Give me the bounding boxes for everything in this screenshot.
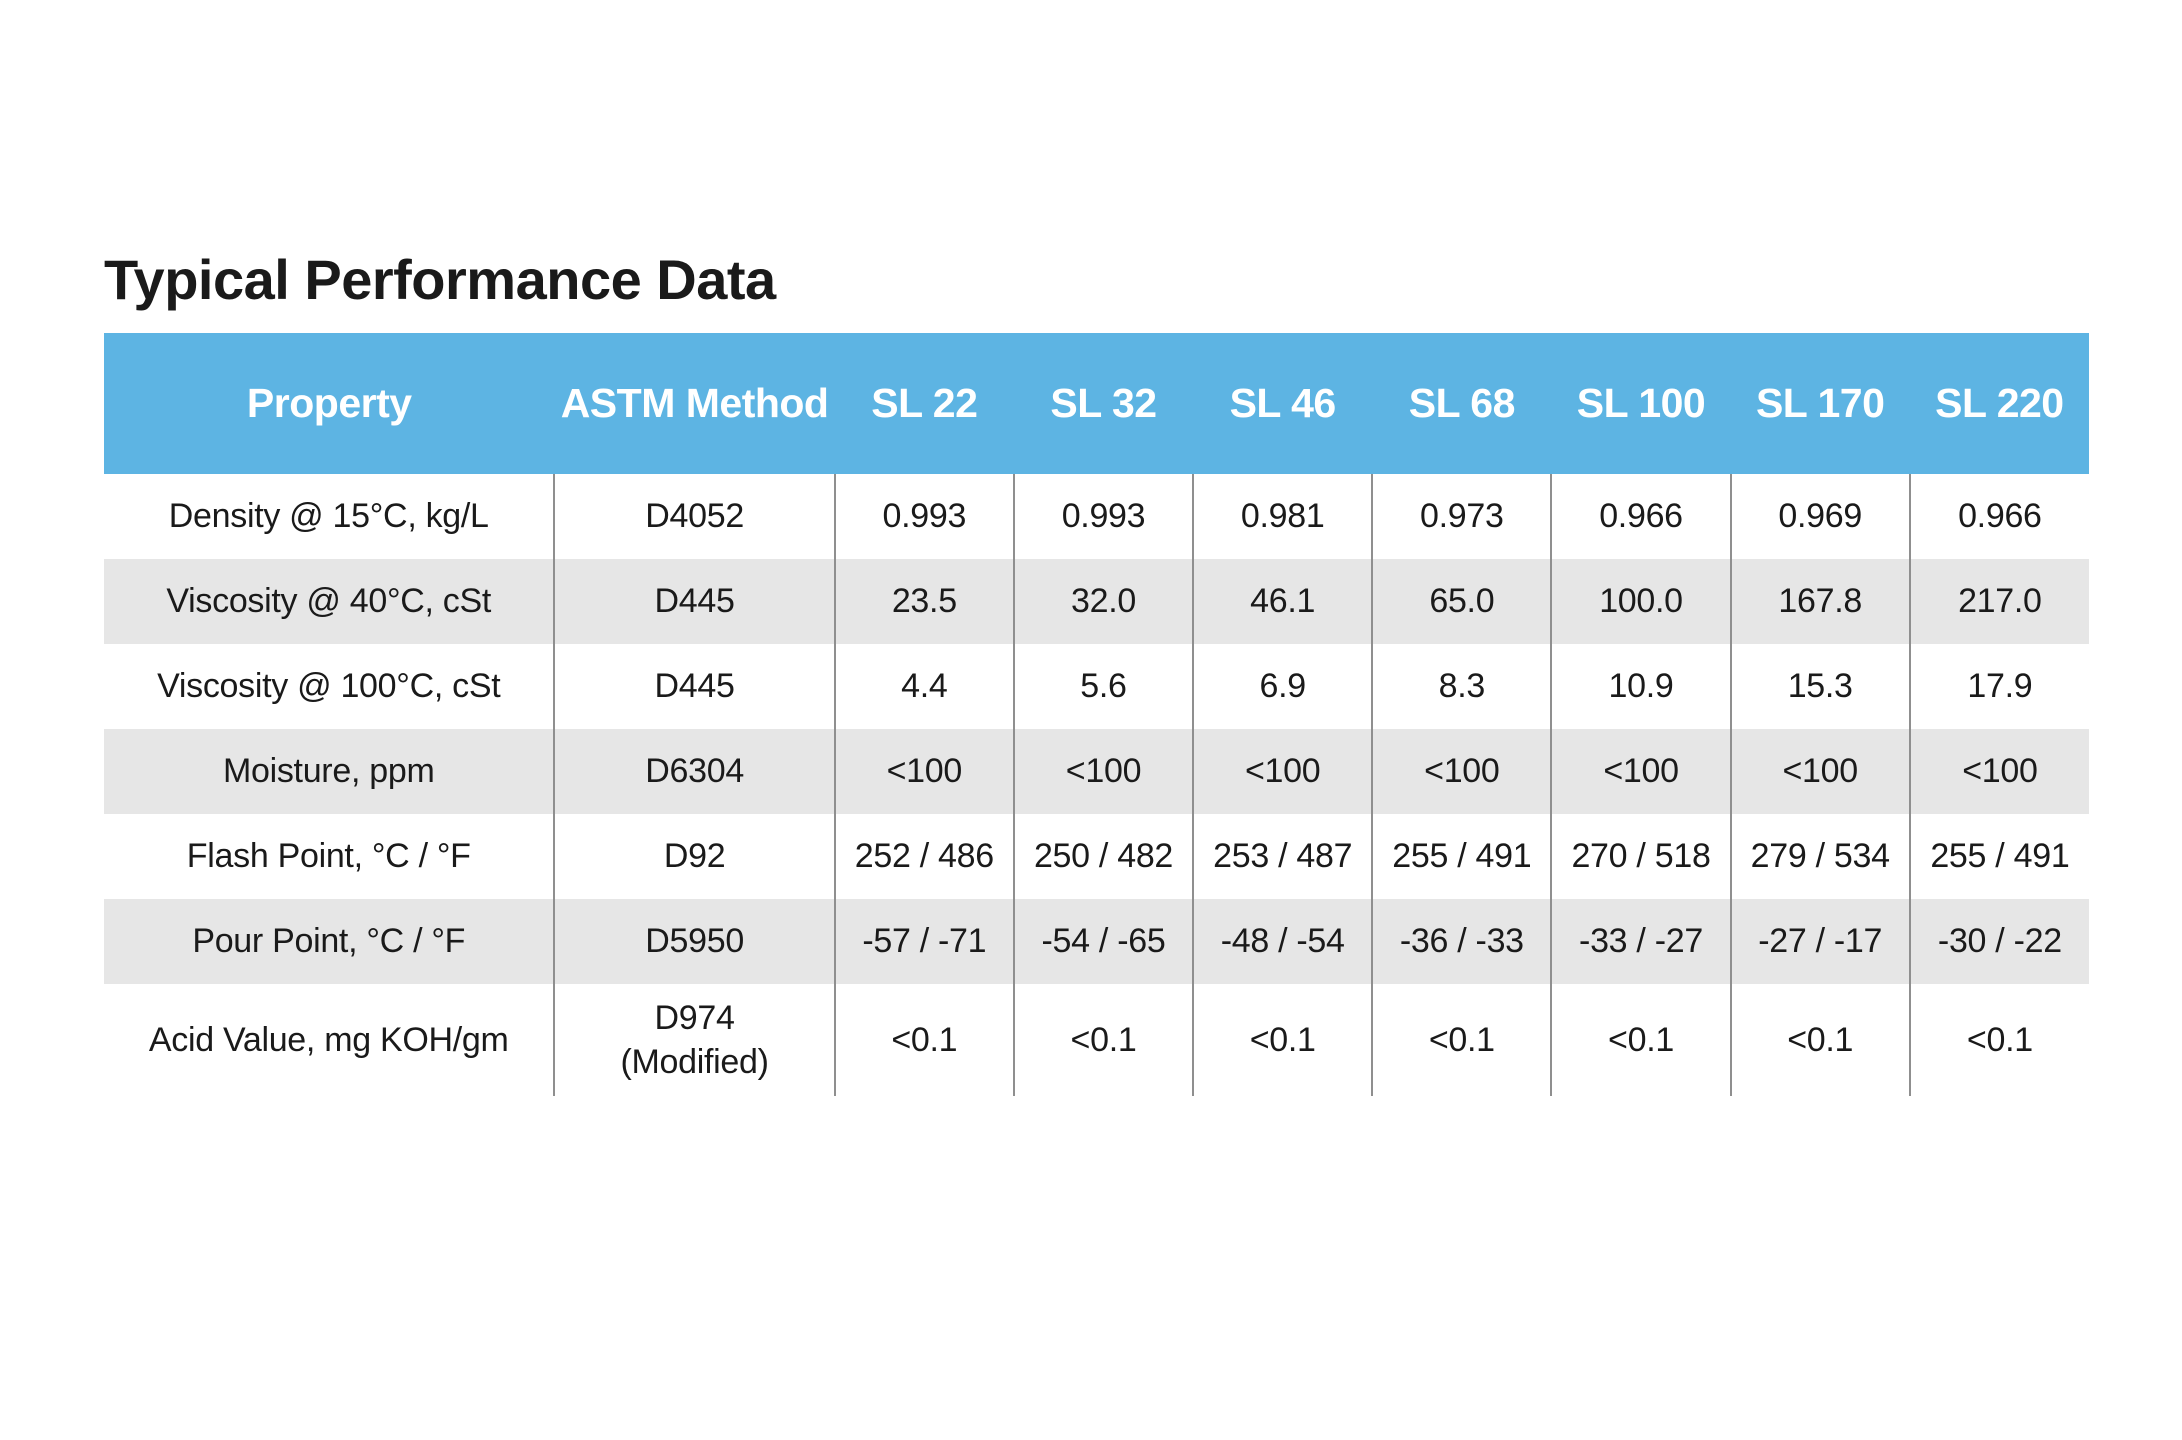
value-cell: 15.3 [1729, 644, 1910, 729]
value-cell: 0.981 [1192, 474, 1373, 559]
value-cell: 253 / 487 [1192, 814, 1373, 899]
property-cell: Moisture, ppm [104, 729, 555, 814]
value-cell: 65.0 [1371, 559, 1552, 644]
value-cell: 46.1 [1192, 559, 1373, 644]
header-sl-22: SL 22 [834, 333, 1014, 474]
value-cell: <100 [1908, 729, 2089, 814]
value-cell: 100.0 [1550, 559, 1731, 644]
method-cell: D6304 [553, 729, 835, 814]
table-row: Viscosity @ 100°C, cSt D445 4.4 5.6 6.9 … [104, 644, 2089, 729]
value-cell: <0.1 [1729, 984, 1910, 1096]
value-cell: <100 [1192, 729, 1373, 814]
value-cell: 0.966 [1908, 474, 2089, 559]
value-cell: -57 / -71 [833, 899, 1014, 984]
property-cell: Viscosity @ 100°C, cSt [157, 667, 501, 705]
value-cell: <0.1 [833, 984, 1014, 1096]
value-cell: -36 / -33 [1371, 899, 1552, 984]
header-astm-method: ASTM Method [554, 333, 835, 474]
method-cell: D4052 [553, 474, 835, 559]
value-cell: 167.8 [1729, 559, 1910, 644]
table-row: Moisture, ppm D6304 <100 <100 <100 <100 … [104, 729, 2089, 814]
value-cell: 0.969 [1729, 474, 1910, 559]
method-line: D974 [654, 999, 735, 1037]
table-row: Flash Point, °C / °F D92 252 / 486 250 /… [104, 814, 2089, 899]
value-cell: <0.1 [1192, 984, 1373, 1096]
value-cell: -33 / -27 [1550, 899, 1731, 984]
value-cell: 5.6 [1012, 644, 1194, 729]
header-sl-46: SL 46 [1193, 333, 1373, 474]
value-cell: <0.1 [1908, 984, 2089, 1096]
table-row: Density @ 15°C, kg/L D4052 0.993 0.993 0… [104, 474, 2089, 559]
performance-data-table: Property ASTM Method SL 22 SL 32 SL 46 S… [104, 333, 2089, 1096]
page-title: Typical Performance Data [104, 248, 776, 311]
value-cell: <100 [833, 729, 1014, 814]
method-line: (Modified) [620, 1043, 769, 1081]
method-cell: D92 [553, 814, 835, 899]
value-cell: 270 / 518 [1550, 814, 1731, 899]
value-cell: 252 / 486 [833, 814, 1014, 899]
header-sl-68: SL 68 [1372, 333, 1552, 474]
value-cell: 0.966 [1550, 474, 1731, 559]
value-cell: 23.5 [833, 559, 1014, 644]
value-cell: 250 / 482 [1012, 814, 1194, 899]
header-sl-170: SL 170 [1730, 333, 1910, 474]
header-sl-32: SL 32 [1013, 333, 1194, 474]
property-cell: Acid Value, mg KOH/gm [148, 1021, 509, 1059]
value-cell: 217.0 [1908, 559, 2089, 644]
method-cell: D445 [553, 644, 835, 729]
table-row: Viscosity @ 40°C, cSt D445 23.5 32.0 46.… [104, 559, 2089, 644]
value-cell: <100 [1550, 729, 1731, 814]
table-row: Pour Point, °C / °F D5950 -57 / -71 -54 … [104, 899, 2089, 984]
value-cell: -30 / -22 [1908, 899, 2089, 984]
value-cell: <100 [1012, 729, 1194, 814]
value-cell: 0.993 [1012, 474, 1194, 559]
property-cell: Density @ 15°C, kg/L [168, 497, 489, 535]
value-cell: 4.4 [833, 644, 1014, 729]
value-cell: 0.973 [1371, 474, 1552, 559]
value-cell: 255 / 491 [1371, 814, 1552, 899]
header-sl-220: SL 220 [1909, 333, 2089, 474]
property-cell: Pour Point, °C / °F [104, 899, 555, 984]
value-cell: 8.3 [1371, 644, 1552, 729]
value-cell: <0.1 [1550, 984, 1731, 1096]
value-cell: 0.993 [833, 474, 1014, 559]
value-cell: 10.9 [1550, 644, 1731, 729]
value-cell: -27 / -17 [1729, 899, 1910, 984]
value-cell: <0.1 [1012, 984, 1194, 1096]
value-cell: 17.9 [1908, 644, 2089, 729]
property-cell: Viscosity @ 40°C, cSt [104, 559, 555, 644]
value-cell: <0.1 [1371, 984, 1552, 1096]
value-cell: 255 / 491 [1908, 814, 2089, 899]
value-cell: 6.9 [1192, 644, 1373, 729]
value-cell: 279 / 534 [1729, 814, 1910, 899]
method-cell: D445 [553, 559, 835, 644]
value-cell: -54 / -65 [1012, 899, 1194, 984]
value-cell: -48 / -54 [1192, 899, 1373, 984]
property-cell: Flash Point, °C / °F [186, 837, 471, 875]
method-cell: D974 (Modified) [553, 984, 835, 1096]
header-sl-100: SL 100 [1551, 333, 1731, 474]
table-row: Acid Value, mg KOH/gm D974 (Modified) <0… [104, 984, 2089, 1096]
header-property: Property [104, 333, 555, 474]
table-header-row: Property ASTM Method SL 22 SL 32 SL 46 S… [104, 333, 2089, 474]
value-cell: <100 [1729, 729, 1910, 814]
value-cell: <100 [1371, 729, 1552, 814]
method-cell: D5950 [553, 899, 835, 984]
value-cell: 32.0 [1012, 559, 1194, 644]
